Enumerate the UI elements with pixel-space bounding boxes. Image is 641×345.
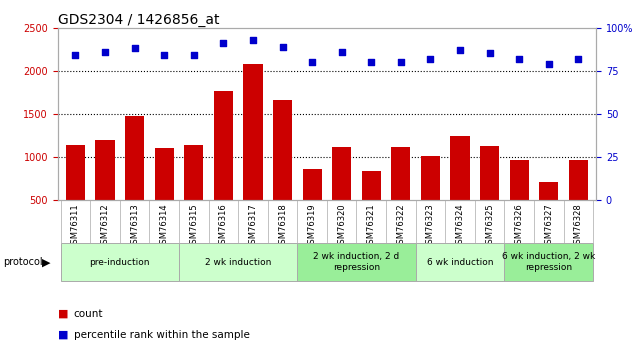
Bar	[154, 148, 174, 243]
Text: 2 wk induction: 2 wk induction	[205, 258, 271, 267]
Bar	[510, 160, 529, 243]
Text: GSM76318: GSM76318	[278, 204, 287, 249]
Bar	[273, 100, 292, 243]
Point	[278, 44, 288, 49]
Text: GSM76312: GSM76312	[101, 204, 110, 249]
Point	[188, 52, 199, 58]
Point	[485, 51, 495, 56]
Point	[455, 47, 465, 53]
Text: protocol: protocol	[3, 257, 43, 267]
Bar	[415, 243, 504, 281]
Text: GSM76314: GSM76314	[160, 204, 169, 249]
Point	[248, 37, 258, 42]
Bar	[303, 169, 322, 243]
Bar	[297, 243, 415, 281]
Text: GSM76311: GSM76311	[71, 204, 80, 249]
Point	[544, 61, 554, 67]
Text: ■: ■	[58, 330, 68, 339]
Point	[307, 59, 317, 65]
Text: pre-induction: pre-induction	[90, 258, 150, 267]
Point	[426, 56, 436, 61]
Bar	[504, 243, 593, 281]
Text: ■: ■	[58, 309, 68, 319]
Point	[337, 49, 347, 55]
Bar	[332, 148, 351, 243]
Bar	[61, 243, 179, 281]
Bar	[213, 90, 233, 243]
Bar	[569, 160, 588, 243]
Point	[366, 59, 376, 65]
Bar	[66, 145, 85, 243]
Point	[573, 56, 583, 61]
Text: GSM76316: GSM76316	[219, 204, 228, 249]
Point	[514, 56, 524, 61]
Bar	[480, 146, 499, 243]
Bar	[362, 171, 381, 243]
Point	[71, 52, 81, 58]
Text: 2 wk induction, 2 d
repression: 2 wk induction, 2 d repression	[313, 253, 399, 272]
Bar	[539, 182, 558, 243]
Bar	[179, 243, 297, 281]
Point	[129, 46, 140, 51]
Text: GSM76325: GSM76325	[485, 204, 494, 249]
Bar	[244, 64, 263, 243]
Text: 6 wk induction: 6 wk induction	[427, 258, 494, 267]
Text: percentile rank within the sample: percentile rank within the sample	[74, 330, 249, 339]
Point	[100, 49, 110, 55]
Bar	[96, 140, 115, 243]
Text: GSM76315: GSM76315	[189, 204, 198, 249]
Text: GSM76326: GSM76326	[515, 204, 524, 249]
Text: GSM76322: GSM76322	[396, 204, 405, 249]
Text: 6 wk induction, 2 wk
repression: 6 wk induction, 2 wk repression	[502, 253, 595, 272]
Text: GSM76319: GSM76319	[308, 204, 317, 249]
Text: GSM76324: GSM76324	[456, 204, 465, 249]
Text: GSM76317: GSM76317	[249, 204, 258, 249]
Text: ▶: ▶	[42, 257, 51, 267]
Text: GSM76321: GSM76321	[367, 204, 376, 249]
Text: GSM76327: GSM76327	[544, 204, 553, 249]
Bar	[184, 145, 203, 243]
Text: GSM76313: GSM76313	[130, 204, 139, 249]
Bar	[391, 148, 410, 243]
Point	[218, 40, 228, 46]
Bar	[421, 156, 440, 243]
Text: GSM76323: GSM76323	[426, 204, 435, 249]
Text: count: count	[74, 309, 103, 319]
Point	[159, 52, 169, 58]
Bar	[451, 136, 470, 243]
Text: GSM76328: GSM76328	[574, 204, 583, 249]
Point	[395, 59, 406, 65]
Text: GDS2304 / 1426856_at: GDS2304 / 1426856_at	[58, 12, 219, 27]
Bar	[125, 117, 144, 243]
Text: GSM76320: GSM76320	[337, 204, 346, 249]
